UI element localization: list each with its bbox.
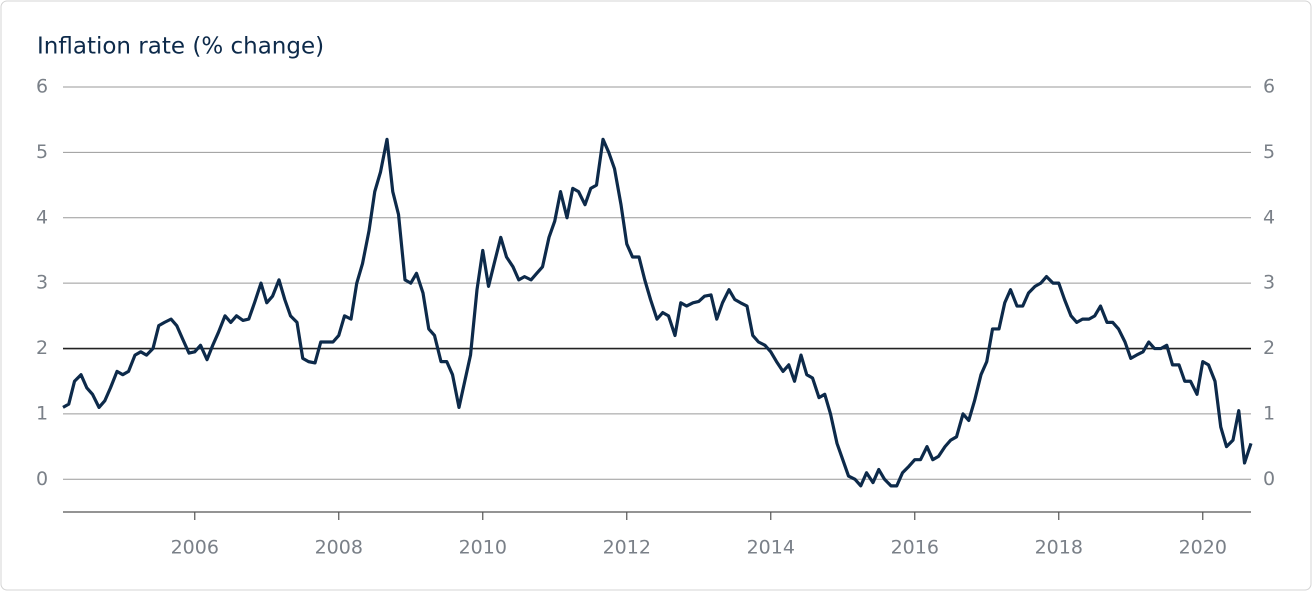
y2-tick-label: 0 xyxy=(1263,468,1275,490)
y-tick-label: 5 xyxy=(36,141,48,163)
y-tick-label: 0 xyxy=(36,468,48,490)
chart-title: Inflation rate (% change) xyxy=(37,34,324,60)
y2-tick-label: 5 xyxy=(1263,141,1275,163)
x-tick-label: 2010 xyxy=(459,537,507,559)
data-line xyxy=(62,137,1253,488)
y2-tick-label: 1 xyxy=(1263,402,1275,424)
x-tick-label: 2006 xyxy=(171,537,219,559)
x-tick-label: 2012 xyxy=(603,537,651,559)
x-tick-label: 2014 xyxy=(747,537,795,559)
x-tick-label: 2018 xyxy=(1035,537,1083,559)
y-tick-label: 1 xyxy=(36,402,48,424)
x-tick-label: 2008 xyxy=(315,537,363,559)
y-tick-label: 2 xyxy=(36,337,48,359)
x-tick-label: 2016 xyxy=(891,537,939,559)
y-tick-label: 4 xyxy=(36,206,48,228)
x-tick-label: 2020 xyxy=(1179,537,1227,559)
y-tick-label: 6 xyxy=(36,76,48,98)
y2-tick-label: 3 xyxy=(1263,272,1275,294)
y2-tick-label: 4 xyxy=(1263,206,1275,228)
y2-tick-label: 6 xyxy=(1263,76,1275,98)
y2-tick-label: 2 xyxy=(1263,337,1275,359)
y-tick-label: 3 xyxy=(36,272,48,294)
